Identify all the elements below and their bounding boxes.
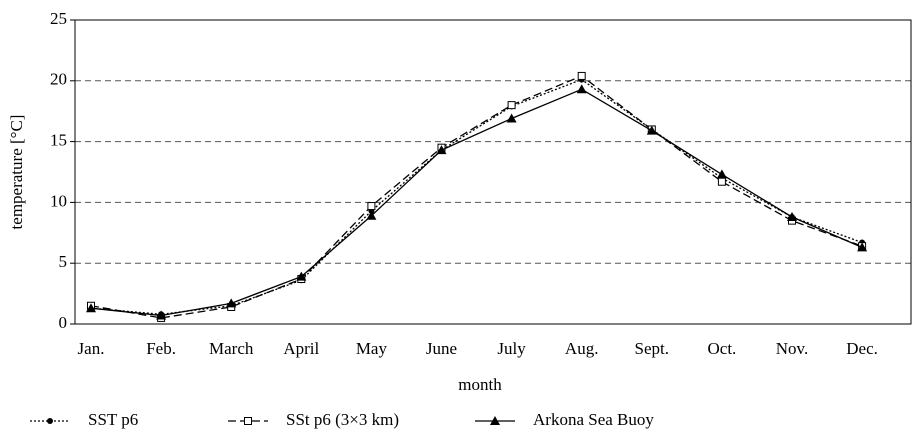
y-tick-label: 0 <box>59 313 68 332</box>
data-point <box>576 84 587 94</box>
y-tick-label: 25 <box>50 9 67 28</box>
data-point <box>366 210 377 220</box>
x-tick-label: Aug. <box>565 339 599 358</box>
x-tick-label: July <box>497 339 526 358</box>
x-tick-label: Nov. <box>776 339 808 358</box>
x-tick-label: Sept. <box>635 339 669 358</box>
data-point <box>717 177 726 186</box>
series-line <box>90 88 863 317</box>
data-point <box>367 202 376 211</box>
data-point <box>86 303 96 313</box>
x-tick-label: June <box>426 339 457 358</box>
legend-label: SST p6 <box>88 410 138 429</box>
y-axis-label: temperature [°C] <box>7 115 26 230</box>
data-point <box>156 310 167 320</box>
data-point <box>716 169 727 179</box>
x-tick-label: Dec. <box>846 339 878 358</box>
legend-marker <box>490 416 500 425</box>
legend-marker <box>244 417 252 425</box>
x-tick-label: May <box>356 339 388 358</box>
data-point <box>436 145 447 155</box>
y-tick-label: 15 <box>50 131 67 150</box>
data-point <box>646 125 657 135</box>
x-tick-label: March <box>209 339 254 358</box>
x-tick-label: Jan. <box>78 339 105 358</box>
y-tick-label: 10 <box>50 191 67 210</box>
series-line <box>90 75 863 319</box>
data-point <box>577 71 586 80</box>
series-line <box>90 78 863 315</box>
data-point <box>507 101 516 110</box>
y-tick-label: 5 <box>59 252 68 271</box>
legend-label: SSt p6 (3×3 km) <box>286 410 399 429</box>
data-point <box>296 271 307 281</box>
y-tick-label: 20 <box>50 70 67 89</box>
data-point <box>506 113 517 123</box>
plot-frame <box>74 19 912 325</box>
legend-label: Arkona Sea Buoy <box>533 410 654 429</box>
x-tick-label: April <box>283 339 319 358</box>
x-axis-label: month <box>458 375 502 394</box>
data-point <box>226 298 237 308</box>
x-tick-label: Feb. <box>146 339 176 358</box>
data-point <box>857 242 868 252</box>
data-point <box>787 211 797 221</box>
legend-marker <box>47 418 53 424</box>
x-tick-label: Oct. <box>708 339 737 358</box>
